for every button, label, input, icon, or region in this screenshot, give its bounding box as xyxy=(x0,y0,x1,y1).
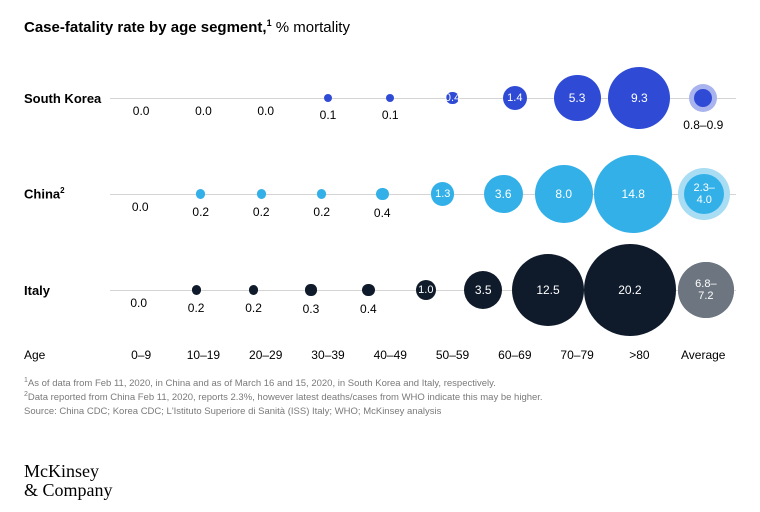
value-label: 0.0 xyxy=(132,200,149,214)
bubble: 14.8 xyxy=(594,155,672,233)
bubble-cell: 0.3 xyxy=(282,284,339,295)
bubble xyxy=(305,284,316,295)
footnotes: 1As of data from Feb 11, 2020, in China … xyxy=(24,376,736,418)
bubble-cell: 0.1 xyxy=(359,94,421,102)
bubble: 20.2 xyxy=(584,244,676,336)
bubble xyxy=(257,189,266,198)
average-cell: 0.8–0.9 xyxy=(671,84,736,112)
bubble-cell: 0.2 xyxy=(292,189,353,198)
bubble xyxy=(376,188,389,201)
bubble: 0.4 xyxy=(446,92,459,105)
value-label: 0.2 xyxy=(253,205,270,219)
bubble-cell: 0.2 xyxy=(171,189,232,198)
bubble-cell: 0.2 xyxy=(167,285,224,294)
row-cells: 0.00.00.00.10.10.41.45.39.30.8–0.9 xyxy=(110,67,736,129)
axis-tick: 0–9 xyxy=(110,348,172,362)
value-label: 0.4 xyxy=(374,206,391,220)
average-cell: 6.8– 7.2 xyxy=(676,262,736,318)
bubble-cell: 14.8 xyxy=(594,155,672,233)
value-label: 0.2 xyxy=(313,205,330,219)
value-label: 0.0 xyxy=(195,104,212,118)
row-label: Italy xyxy=(24,283,110,298)
bubble-cell: 0.1 xyxy=(297,94,359,102)
bubble: 8.0 xyxy=(535,165,593,223)
value-label: 0.3 xyxy=(303,302,320,316)
axis-cells: 0–910–1920–2930–3940–4950–5960–6970–79>8… xyxy=(110,348,736,362)
chart-title: Case-fatality rate by age segment,1 % mo… xyxy=(24,18,736,36)
average-bubble: 6.8– 7.2 xyxy=(678,262,734,318)
row-cells: 0.00.20.20.30.41.03.512.520.26.8– 7.2 xyxy=(110,244,736,336)
mckinsey-logo: McKinsey & Company xyxy=(24,462,113,500)
bubble: 3.6 xyxy=(484,175,523,214)
value-label: 0.0 xyxy=(257,104,274,118)
value-label: 0.1 xyxy=(320,108,337,122)
bubble: 1.4 xyxy=(503,86,527,110)
row-cells: 0.00.20.20.20.41.33.68.014.82.3– 4.0 xyxy=(110,155,736,233)
bubble xyxy=(196,189,205,198)
bubble xyxy=(317,189,326,198)
source-line: Source: China CDC; Korea CDC; L'Istituto… xyxy=(24,405,736,418)
axis-tick: >80 xyxy=(608,348,670,362)
bubble xyxy=(192,285,201,294)
bubble-cell: 0.2 xyxy=(225,285,282,294)
value-label: 0.4 xyxy=(360,302,377,316)
row-label: South Korea xyxy=(24,91,110,106)
bubble: 9.3 xyxy=(608,67,670,129)
bubble xyxy=(249,285,258,294)
bubble-cell: 0.4 xyxy=(340,284,397,297)
bubble-cell: 8.0 xyxy=(534,165,595,223)
bubble: 1.3 xyxy=(431,182,454,205)
bubble-cell: 3.5 xyxy=(455,271,512,309)
title-suffix: % mortality xyxy=(272,19,350,36)
title-main: Case-fatality rate by age segment, xyxy=(24,19,267,36)
average-cell: 2.3– 4.0 xyxy=(672,168,736,220)
axis-tick: 40–49 xyxy=(359,348,421,362)
axis-row: Age 0–910–1920–2930–3940–4950–5960–6970–… xyxy=(24,348,736,362)
axis-tick: Average xyxy=(671,348,736,362)
footnote-1: As of data from Feb 11, 2020, in China a… xyxy=(28,378,496,389)
chart-row: China20.00.20.20.20.41.33.68.014.82.3– 4… xyxy=(24,146,736,242)
value-label: 0.2 xyxy=(188,301,205,315)
axis-tick: 50–59 xyxy=(421,348,483,362)
bubble: 1.0 xyxy=(416,280,436,300)
bubble-cell: 3.6 xyxy=(473,175,534,214)
bubble-chart: South Korea0.00.00.00.10.10.41.45.39.30.… xyxy=(24,50,736,338)
chart-row: South Korea0.00.00.00.10.10.41.45.39.30.… xyxy=(24,50,736,146)
axis-tick: 10–19 xyxy=(172,348,234,362)
bubble: 5.3 xyxy=(554,75,601,122)
average-bubble: 2.3– 4.0 xyxy=(678,168,730,220)
average-bubble xyxy=(689,84,717,112)
value-label: 0.2 xyxy=(192,205,209,219)
bubble-cell: 0.4 xyxy=(352,188,413,201)
value-label: 0.1 xyxy=(382,108,399,122)
value-label: 0.2 xyxy=(245,301,262,315)
axis-tick: 20–29 xyxy=(235,348,297,362)
bubble-cell: 12.5 xyxy=(512,254,584,326)
average-label: 0.8–0.9 xyxy=(683,118,723,132)
axis-label: Age xyxy=(24,348,110,362)
axis-tick: 60–69 xyxy=(484,348,546,362)
bubble xyxy=(386,94,394,102)
bubble-cell: 1.4 xyxy=(484,86,546,110)
bubble-cell: 1.3 xyxy=(413,182,474,205)
bubble-cell: 0.4 xyxy=(421,92,483,105)
axis-tick: 70–79 xyxy=(546,348,608,362)
bubble: 3.5 xyxy=(464,271,502,309)
bubble: 12.5 xyxy=(512,254,584,326)
bubble-cell: 9.3 xyxy=(608,67,670,129)
axis-tick: 30–39 xyxy=(297,348,359,362)
bubble-cell: 5.3 xyxy=(546,75,608,122)
row-label: China2 xyxy=(24,186,110,201)
bubble xyxy=(362,284,375,297)
bubble-cell: 20.2 xyxy=(584,244,676,336)
value-label: 0.0 xyxy=(133,104,150,118)
value-label: 0.0 xyxy=(130,296,147,310)
footnote-2: Data reported from China Feb 11, 2020, r… xyxy=(28,393,543,404)
bubble-cell: 1.0 xyxy=(397,280,454,300)
bubble xyxy=(324,94,332,102)
chart-row: Italy0.00.20.20.30.41.03.512.520.26.8– 7… xyxy=(24,242,736,338)
bubble-cell: 0.2 xyxy=(231,189,292,198)
